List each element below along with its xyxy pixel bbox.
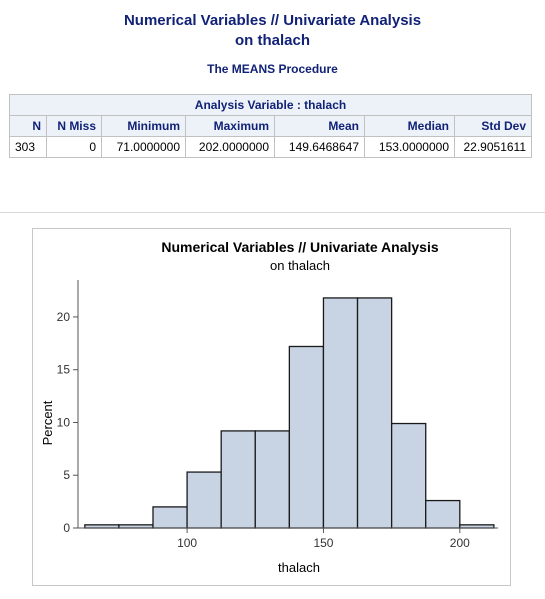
y-tick-label: 10 xyxy=(57,415,71,429)
y-tick-label: 20 xyxy=(57,310,71,324)
means-table: Analysis Variable : thalach N N Miss Min… xyxy=(9,94,532,158)
histogram-bar-2 xyxy=(152,506,188,529)
chart-subtitle: on thalach xyxy=(270,258,330,273)
y-axis-label: Percent xyxy=(40,400,55,445)
col-header-std-dev: Std Dev xyxy=(454,115,532,137)
col-header-minimum: Minimum xyxy=(101,115,186,137)
cell-n: 303 xyxy=(9,136,47,158)
cell-std-dev: 22.9051611 xyxy=(454,136,532,158)
page-title: Numerical Variables // Univariate Analys… xyxy=(123,12,422,29)
table-header-row: N N Miss Minimum Maximum Mean Median Std… xyxy=(9,115,532,137)
histogram-figure: Numerical Variables // Univariate Analys… xyxy=(32,228,511,586)
page-subtitle: on thalach xyxy=(234,32,310,49)
cell-n-miss: 0 xyxy=(46,136,102,158)
cell-median: 153.0000000 xyxy=(364,136,455,158)
histogram-bar-9 xyxy=(390,422,427,529)
section-divider xyxy=(0,212,545,213)
histogram-bar-3 xyxy=(186,471,222,529)
y-tick-label: 0 xyxy=(63,521,70,535)
x-tick-label: 200 xyxy=(450,536,470,550)
table-row: 303 0 71.0000000 202.0000000 149.6468647… xyxy=(9,136,532,158)
col-header-maximum: Maximum xyxy=(185,115,275,137)
histogram-bars xyxy=(84,297,495,529)
histogram-bar-7 xyxy=(322,297,359,529)
col-header-median: Median xyxy=(364,115,455,137)
cell-maximum: 202.0000000 xyxy=(185,136,275,158)
cell-minimum: 71.0000000 xyxy=(101,136,186,158)
y-tick-label: 5 xyxy=(63,468,70,482)
histogram-bar-6 xyxy=(288,345,325,529)
histogram-bar-10 xyxy=(425,499,461,529)
col-header-mean: Mean xyxy=(274,115,365,137)
col-header-n-miss: N Miss xyxy=(46,115,102,137)
histogram-bar-8 xyxy=(356,297,393,529)
chart-axes: 100 150 200 0 5 10 15 20 xyxy=(57,280,498,550)
chart-title: Numerical Variables // Univariate Analys… xyxy=(161,239,439,255)
histogram-bar-4 xyxy=(220,430,256,529)
procedure-title: The MEANS Procedure xyxy=(207,62,338,76)
y-tick-label: 15 xyxy=(57,363,71,377)
x-tick-label: 150 xyxy=(313,536,333,550)
col-header-n: N xyxy=(9,115,47,137)
cell-mean: 149.6468647 xyxy=(274,136,365,158)
x-axis-label: thalach xyxy=(278,560,320,575)
histogram-bar-5 xyxy=(254,430,291,529)
table-caption: Analysis Variable : thalach xyxy=(9,94,532,116)
histogram-chart: Numerical Variables // Univariate Analys… xyxy=(40,239,498,575)
x-tick-label: 100 xyxy=(177,536,197,550)
